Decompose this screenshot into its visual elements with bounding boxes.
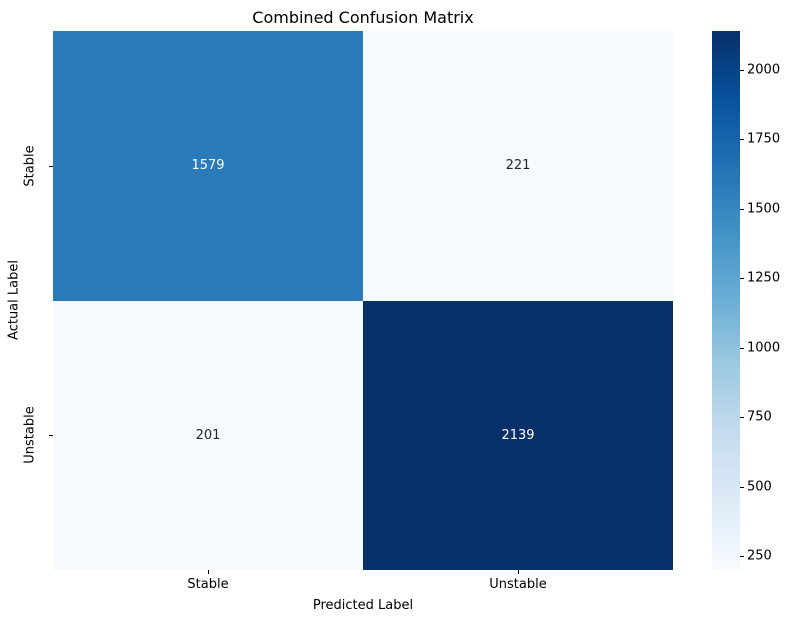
colorbar-tick-mark: [740, 69, 744, 71]
colorbar-tick-label: 1000: [747, 340, 781, 356]
y-tick-label-unstable: Unstable: [22, 406, 38, 464]
heatmap-cell-unstable-unstable: 2139: [363, 300, 673, 570]
colorbar-tick-mark: [740, 556, 744, 558]
y-tick-mark: [49, 435, 53, 437]
cell-value: 221: [505, 158, 531, 174]
x-tick-label-stable: Stable: [187, 577, 229, 592]
heatmap: 1579 221 201 2139: [53, 31, 673, 570]
colorbar-tick-mark: [740, 486, 744, 488]
y-axis-label: Actual Label: [6, 260, 22, 340]
x-tick-label-unstable: Unstable: [489, 577, 547, 592]
colorbar-tick-mark: [740, 347, 744, 349]
colorbar-tick-label: 2000: [747, 62, 781, 78]
chart-title: Combined Confusion Matrix: [252, 8, 474, 27]
x-tick-mark: [208, 570, 209, 574]
x-tick-mark: [518, 570, 519, 574]
colorbar-tick-mark: [740, 278, 744, 280]
cell-value: 1579: [191, 158, 225, 174]
colorbar-tick-label: 1750: [747, 131, 781, 147]
colorbar-tick-mark: [740, 208, 744, 210]
heatmap-cell-stable-stable: 1579: [53, 31, 363, 301]
x-axis-label: Predicted Label: [312, 598, 414, 613]
y-tick-label-stable: Stable: [22, 145, 38, 187]
heatmap-cell-stable-unstable: 221: [363, 31, 673, 301]
cell-value: 201: [195, 427, 221, 443]
colorbar: [712, 31, 740, 570]
colorbar-tick-label: 250: [747, 548, 772, 564]
y-tick-mark: [49, 165, 53, 167]
colorbar-tick-label: 1250: [747, 270, 781, 286]
heatmap-cell-unstable-stable: 201: [53, 300, 363, 570]
colorbar-tick-label: 500: [747, 479, 772, 495]
colorbar-tick-label: 750: [747, 409, 772, 425]
colorbar-tick-mark: [740, 417, 744, 419]
cell-value: 2139: [501, 427, 535, 443]
colorbar-tick-mark: [740, 139, 744, 141]
colorbar-tick-label: 1500: [747, 201, 781, 217]
